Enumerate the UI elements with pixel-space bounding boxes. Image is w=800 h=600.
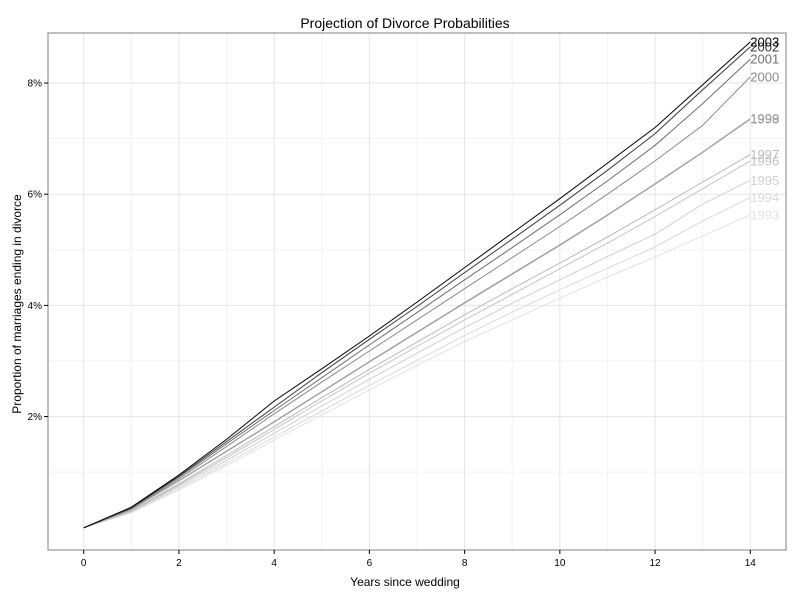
series-label-1995: 1995 [750,173,779,188]
axes: 0 2 4 6 8 10 12 14 2% 4% 6% 8% [28,79,757,569]
series-line-1996 [83,160,751,529]
y-tick-label: 2% [28,412,43,423]
series-line-2000 [83,76,751,529]
x-tick-label: 10 [554,558,566,569]
y-tick-label: 8% [28,79,43,90]
series-line-2003 [83,41,751,529]
series-line-1999 [83,118,751,529]
series-line-2001 [83,58,751,529]
x-axis-title: Years since wedding [350,575,460,589]
grid-lines [48,33,786,550]
series-line-1997 [83,154,751,529]
y-tick-label: 4% [28,301,43,312]
plot-panel-border [47,32,787,551]
series-lines [83,41,751,529]
x-tick-label: 8 [462,558,468,569]
series-label-1996: 1996 [750,153,779,168]
y-tick-label: 6% [28,190,43,201]
series-label-1993: 1993 [750,207,779,222]
x-tick-label: 4 [271,558,277,569]
series-label-2002: 2002 [750,39,779,54]
series-label-2003: 2003 [750,34,779,49]
series-label-1997: 1997 [750,147,779,162]
x-tick-label: 0 [81,558,87,569]
series-line-1994 [83,197,751,529]
series-label-2000: 2000 [750,69,779,84]
x-tick-label: 14 [745,558,757,569]
x-tick-label: 2 [176,558,182,569]
series-line-2002 [83,46,751,529]
series-label-1998: 1998 [750,112,779,127]
series-line-1995 [83,179,751,529]
series-label-2001: 2001 [750,52,779,67]
series-label-1999: 1999 [750,111,779,126]
x-tick-label: 6 [367,558,373,569]
chart-title: Projection of Divorce Probabilities [300,15,509,31]
series-line-1993 [83,214,751,529]
series-label-1994: 1994 [750,190,779,205]
series-labels: 1993199419951996199719981999200020012002… [750,34,779,222]
x-tick-label: 12 [650,558,662,569]
y-axis-title: Proportion of marriages ending in divorc… [10,194,24,414]
